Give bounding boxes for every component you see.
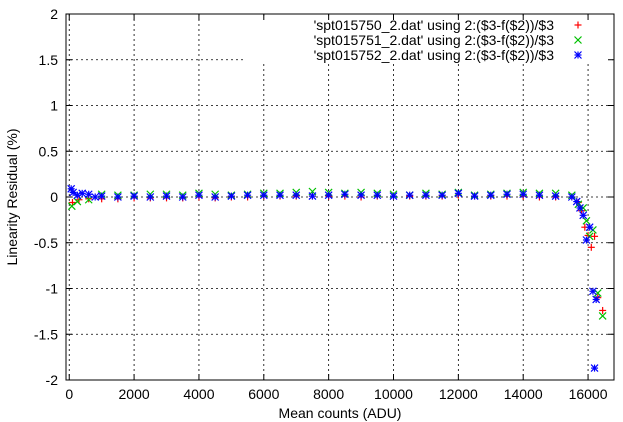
- x-tick-label: 16000: [569, 386, 608, 402]
- axis-ticks: 0 2000 4000 6000 8000 10000 12000 14000 16000 -2 -…: [34, 6, 614, 402]
- data-point: [599, 306, 607, 314]
- y-tick-label: 0: [50, 189, 58, 205]
- data-point: [97, 192, 106, 201]
- data-point: [78, 189, 87, 198]
- x-tick-label: 10000: [374, 386, 413, 402]
- data-point: [162, 192, 171, 201]
- data-point: [357, 191, 366, 200]
- data-point: [579, 211, 588, 220]
- data-point: [227, 192, 236, 201]
- data-point: [591, 232, 599, 240]
- x-tick-label: 12000: [439, 386, 478, 402]
- x-tick-label: 14000: [504, 386, 543, 402]
- data-point: [454, 189, 463, 198]
- data-point: [276, 191, 284, 200]
- data-point: [582, 236, 591, 244]
- x-tick-label: 8000: [313, 386, 344, 402]
- data-point: [503, 190, 511, 199]
- legend-marker-3: [574, 51, 582, 59]
- data-point: [587, 243, 595, 251]
- data-point: [195, 191, 203, 200]
- data-point: [535, 191, 544, 200]
- x-tick-label: 6000: [248, 386, 279, 402]
- legend-label-2: 'spt015751_2.dat' using 2:($3-f($2))/$3: [314, 32, 555, 48]
- y-tick-label: 1.5: [39, 52, 59, 68]
- y-tick-label: 1: [50, 98, 58, 114]
- data-point: [592, 295, 601, 304]
- legend-background: [244, 16, 612, 64]
- data-point: [243, 191, 252, 200]
- series-3: [67, 184, 601, 373]
- data-point: [389, 192, 398, 201]
- data-point: [324, 191, 333, 200]
- y-tick-label: -0.5: [34, 235, 58, 251]
- legend-label-3: 'spt015752_2.dat' using 2:($3-f($2))/$3: [314, 47, 555, 63]
- data-point: [211, 193, 220, 201]
- data-point: [178, 193, 187, 201]
- data-point: [73, 197, 82, 206]
- data-point: [84, 190, 93, 199]
- data-point: [582, 216, 591, 225]
- data-points: [67, 184, 607, 373]
- y-tick-label: -1: [46, 281, 59, 297]
- data-point: [486, 191, 495, 200]
- x-tick-label: 0: [65, 386, 73, 402]
- data-point: [519, 190, 528, 199]
- legend-label-1: 'spt015750_2.dat' using 2:($3-f($2))/$3: [314, 17, 555, 33]
- legend-marker-1: [574, 21, 582, 29]
- data-point: [67, 202, 76, 211]
- data-point: [308, 192, 317, 201]
- data-point: [598, 312, 607, 320]
- y-tick-label: 0.5: [39, 143, 59, 159]
- y-tick-label: -1.5: [34, 326, 58, 342]
- data-point: [576, 204, 584, 212]
- data-point: [422, 191, 430, 200]
- data-point: [588, 287, 597, 296]
- legend-marker-2: [574, 36, 582, 44]
- data-point: [113, 193, 122, 201]
- legend: 'spt015750_2.dat' using 2:($3-f($2))/$3'…: [244, 16, 612, 64]
- x-tick-label: 2000: [119, 386, 150, 402]
- x-tick-label: 4000: [183, 386, 214, 402]
- data-point: [373, 191, 382, 200]
- data-point: [590, 364, 599, 373]
- data-point: [572, 197, 581, 206]
- data-point: [259, 191, 268, 200]
- data-point: [551, 192, 560, 201]
- y-axis-title: Linearity Residual (%): [4, 129, 20, 266]
- y-tick-label: 2: [50, 6, 58, 22]
- x-axis-title: Mean counts (ADU): [279, 405, 402, 421]
- data-point: [146, 193, 155, 201]
- data-point: [438, 191, 447, 200]
- data-point: [91, 193, 100, 201]
- data-point: [567, 193, 576, 201]
- grid-lines: [66, 13, 614, 381]
- data-point: [340, 190, 349, 199]
- data-point: [405, 191, 414, 200]
- data-point: [292, 191, 301, 200]
- data-point: [585, 223, 594, 232]
- data-point: [130, 192, 139, 201]
- data-point: [470, 192, 479, 201]
- y-tick-label: -2: [46, 372, 59, 388]
